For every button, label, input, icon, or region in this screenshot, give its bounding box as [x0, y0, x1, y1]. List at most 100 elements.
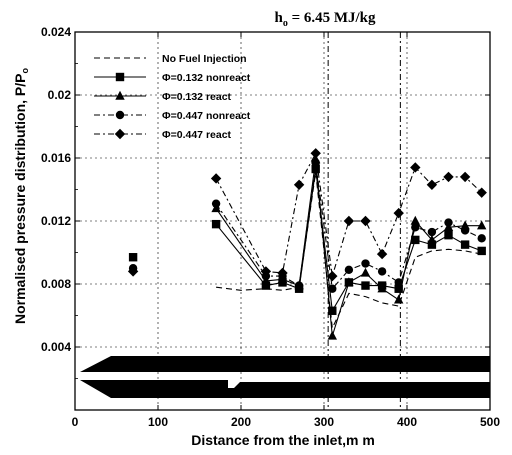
data-point [114, 128, 126, 140]
x-tick-label: 300 [314, 415, 334, 429]
y-axis-label: Normalised pressure distribution, P/Po [12, 67, 30, 324]
legend-entry-4: Φ=0.447 react [94, 128, 232, 141]
legend: No Fuel Injection Φ=0.132 nonreact Φ=0.132… [94, 53, 251, 141]
legend-label: Φ=0.447 nonreact [162, 110, 251, 122]
data-point [477, 220, 487, 230]
data-point [443, 171, 454, 183]
data-point [261, 281, 271, 290]
data-point [343, 215, 355, 227]
data-point [377, 283, 387, 293]
series-2 [211, 154, 487, 340]
data-point [211, 199, 221, 208]
x-tick-label: 500 [480, 415, 500, 429]
data-point [310, 148, 321, 159]
data-point [328, 306, 337, 315]
legend-label: Φ=0.447 react [162, 129, 232, 141]
data-point [127, 266, 139, 277]
series-0 [216, 172, 482, 331]
y-tick-label: 0.024 [41, 25, 71, 39]
data-point [427, 234, 437, 244]
legend-entry-3: Φ=0.447 nonreact [94, 110, 251, 122]
data-point [426, 179, 438, 190]
y-axis-label-main: Normalised pressure distribution, P/P [12, 73, 28, 324]
y-tick-label: 0.008 [41, 277, 71, 291]
data-point [377, 267, 387, 276]
data-point [360, 267, 371, 277]
data-point [394, 294, 404, 304]
grid-layer [75, 32, 490, 410]
title-subscript: o [283, 18, 288, 29]
data-point [394, 278, 403, 287]
data-point [460, 240, 470, 249]
tick-layer: 0 100 200 300 400 500 0.004 0.008 0.012 0.016 0.02… [41, 25, 500, 429]
data-point [459, 171, 471, 183]
x-tick-label: 200 [231, 415, 251, 429]
data-point [411, 223, 420, 232]
data-point [410, 215, 420, 225]
data-point [410, 162, 421, 173]
legend-label: Φ=0.132 nonreact [162, 72, 251, 84]
data-point [444, 218, 453, 227]
data-point [344, 265, 354, 275]
series-3 [128, 158, 486, 293]
y-tick-label: 0.004 [41, 340, 71, 354]
data-point [427, 240, 437, 249]
frame-layer [74, 31, 491, 411]
data-point [394, 284, 403, 293]
data-point [115, 110, 125, 120]
y-tick-label: 0.012 [41, 214, 71, 228]
data-point [444, 230, 453, 240]
data-point [327, 330, 337, 340]
data-point [210, 173, 222, 184]
data-point [115, 72, 125, 82]
series-4 [127, 148, 487, 282]
legend-entry-0: No Fuel Injection [94, 53, 247, 65]
data-point [327, 270, 338, 282]
data-point [293, 179, 305, 190]
x-tick-label: 0 [72, 415, 79, 429]
data-point [361, 259, 370, 268]
data-point [476, 187, 487, 198]
y-axis-label-subscript: o [20, 67, 30, 73]
lower-channel-wall [80, 380, 490, 398]
x-tick-label: 100 [148, 415, 168, 429]
data-point [328, 284, 337, 293]
upper-channel-wall [80, 356, 490, 372]
data-point [427, 227, 437, 237]
chart-title: ho = 6.45 MJ/kg [274, 10, 376, 29]
data-point [393, 207, 404, 219]
data-point [294, 281, 304, 290]
geometry-layer [80, 356, 490, 398]
y-tick-label: 0.016 [41, 151, 71, 165]
legend-entry-2: Φ=0.132 react [94, 90, 232, 103]
data-point [344, 277, 354, 287]
title-main: h [274, 10, 283, 26]
data-point [311, 158, 320, 167]
x-tick-label: 400 [397, 415, 417, 429]
series-line [215, 151, 483, 277]
plot-frame [74, 31, 491, 411]
legend-label: Φ=0.132 react [162, 91, 232, 103]
data-point [411, 235, 420, 245]
x-axis-label: Distance from the inlet,m m [191, 432, 375, 448]
data-point [311, 164, 320, 174]
data-point [211, 219, 221, 229]
data-point [460, 226, 470, 235]
data-point [477, 234, 486, 243]
data-point [376, 248, 388, 260]
series-line [215, 159, 482, 337]
series-layer [127, 148, 487, 340]
data-point [260, 266, 272, 277]
data-point [277, 267, 288, 279]
data-point [361, 281, 370, 290]
data-point [360, 215, 371, 227]
data-point [477, 246, 486, 256]
legend-label: No Fuel Injection [162, 53, 247, 65]
series-line [216, 172, 482, 331]
data-point [115, 90, 125, 100]
y-tick-label: 0.02 [48, 88, 72, 102]
title-rest: = 6.45 MJ/kg [288, 10, 376, 26]
data-point [128, 253, 138, 262]
legend-entry-1: Φ=0.132 nonreact [94, 72, 251, 84]
